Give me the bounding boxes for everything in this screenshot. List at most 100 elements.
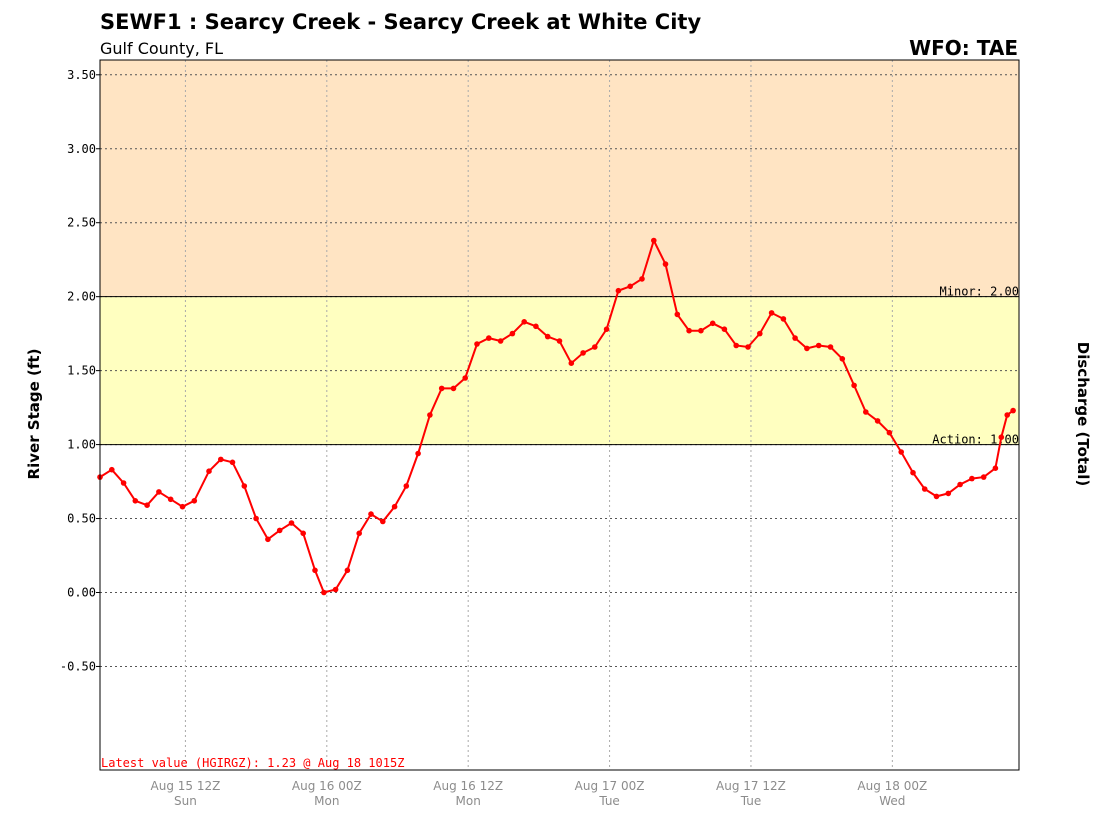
x-tick-label: Aug 16 12Z [433, 779, 503, 793]
stage-point [450, 385, 457, 392]
stage-point [615, 287, 622, 294]
stage-point [1010, 407, 1016, 414]
stage-point [839, 356, 846, 362]
stage-point [780, 316, 787, 322]
y-tick-label: 3.00 [67, 142, 96, 156]
stage-point [698, 327, 704, 334]
stage-point [568, 360, 575, 367]
stage-point [957, 481, 963, 488]
stage-point [721, 326, 728, 333]
stage-point [639, 276, 645, 282]
x-tick-label: Aug 17 12Z [716, 779, 786, 793]
stage-point [300, 530, 307, 537]
threshold-bands [100, 60, 1019, 445]
x-tick-day-label: Tue [598, 794, 620, 808]
stage-point [533, 323, 539, 330]
stage-point [556, 338, 563, 344]
stage-point [356, 530, 363, 537]
stage-point [276, 527, 283, 534]
stage-point [206, 468, 212, 475]
stage-point [709, 320, 716, 327]
stage-point [980, 474, 987, 480]
stage-point [603, 326, 610, 333]
stage-point [344, 567, 351, 574]
stage-point [768, 310, 775, 316]
stage-point [627, 283, 633, 290]
stage-point [910, 469, 916, 476]
chart-title: SEWF1 : Searcy Creek - Searcy Creek at W… [100, 10, 702, 34]
action-threshold-label: Action: 1.00 [932, 433, 1019, 447]
stage-point [544, 333, 551, 340]
stage-point [312, 567, 318, 574]
plot-frame [99, 59, 1020, 771]
y-tick-label: 1.50 [67, 364, 96, 378]
x-tick-day-label: Wed [879, 794, 905, 808]
wfo-label: WFO: TAE [909, 36, 1018, 60]
stage-point [288, 520, 295, 526]
stage-point [674, 311, 681, 318]
stage-point [321, 589, 327, 596]
stage-point [733, 342, 739, 349]
stage-point [179, 503, 186, 510]
stage-point [486, 335, 492, 341]
stage-point [1004, 412, 1010, 418]
stage-point [474, 341, 480, 347]
stage-point [391, 503, 398, 510]
minor-band [100, 60, 1019, 297]
stage-series [97, 237, 1016, 596]
stage-point [969, 475, 975, 482]
stage-point [863, 409, 869, 415]
y-tick-label: 3.50 [67, 68, 96, 82]
y-tick-label: 2.50 [67, 216, 96, 230]
x-tick-label: Aug 17 00Z [575, 779, 645, 793]
stage-point [745, 344, 751, 350]
stage-point [218, 456, 224, 463]
minor-threshold-label: Minor: 2.00 [940, 285, 1019, 299]
stage-point [933, 493, 940, 500]
stage-point [191, 498, 198, 504]
stage-point [167, 496, 174, 503]
x-tick-day-label: Mon [456, 794, 481, 808]
stage-point [415, 450, 421, 457]
stage-point [380, 518, 386, 525]
stage-point [509, 330, 516, 337]
x-tick-day-label: Sun [174, 794, 197, 808]
threshold-lines: Minor: 2.00 Action: 1.00 [100, 285, 1019, 447]
stage-point [462, 375, 469, 381]
stage-point [229, 459, 236, 466]
stage-point [438, 385, 445, 392]
stage-point [332, 586, 339, 593]
chart-subtitle: Gulf County, FL [100, 39, 223, 58]
stage-point [521, 319, 527, 325]
stage-point [686, 327, 692, 334]
stage-point [792, 335, 798, 341]
stage-point [132, 498, 139, 504]
stage-point [827, 344, 834, 350]
stage-point [815, 342, 822, 349]
stage-point [241, 483, 248, 489]
y-tick-label: 2.00 [67, 290, 96, 304]
stage-point [109, 466, 115, 473]
y2-axis-label: Discharge (Total) [1074, 342, 1092, 486]
stage-point [651, 237, 657, 244]
latest-value-text: Latest value (HGIRGZ): 1.23 @ Aug 18 101… [101, 756, 404, 770]
x-tick-label: Aug 15 12Z [151, 779, 221, 793]
y-tick-label: 0.00 [67, 586, 96, 600]
y-axis-ticks: 3.50 3.00 2.50 2.00 1.50 1.00 0.50 0.00 -0.50 [60, 68, 100, 673]
x-tick-day-label: Mon [314, 794, 339, 808]
stage-point [156, 489, 162, 495]
stage-point [992, 465, 999, 472]
stage-point [921, 486, 928, 492]
y-tick-label: 1.00 [67, 438, 96, 452]
stage-point [120, 480, 127, 486]
stage-point [886, 429, 893, 436]
x-tick-day-label: Tue [740, 794, 762, 808]
stage-point [874, 418, 881, 424]
stage-point [144, 502, 150, 509]
x-tick-label: Aug 18 00Z [857, 779, 927, 793]
stage-point [662, 261, 669, 267]
stage-point [403, 483, 410, 489]
stage-point [851, 382, 857, 389]
